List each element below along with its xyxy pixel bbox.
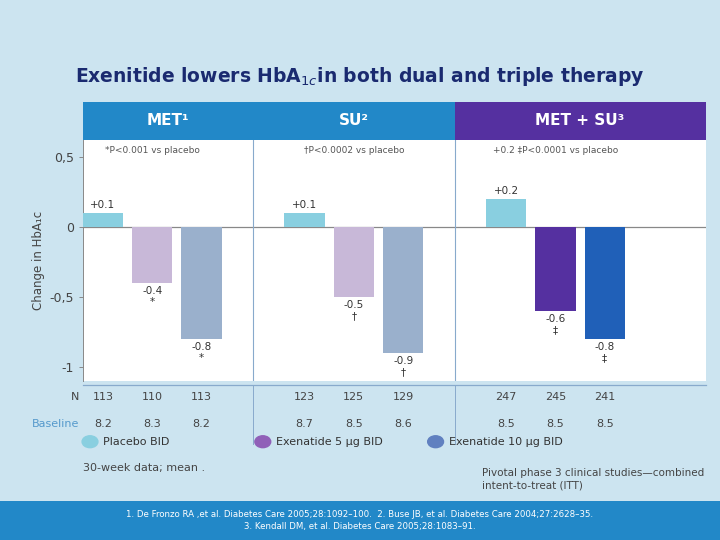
- Text: +0.1: +0.1: [292, 200, 317, 210]
- Bar: [486, 199, 526, 227]
- Text: 113: 113: [191, 392, 212, 402]
- Text: Exenitide lowers HbA$_{1c}$in both dual and triple therapy: Exenitide lowers HbA$_{1c}$in both dual …: [76, 65, 644, 88]
- Text: 247: 247: [495, 392, 517, 402]
- Text: -0.4
*: -0.4 *: [142, 286, 163, 307]
- Bar: [383, 227, 423, 353]
- Text: -0.9
†: -0.9 †: [393, 356, 413, 377]
- Text: -0.5
†: -0.5 †: [343, 300, 364, 321]
- Bar: [333, 227, 374, 297]
- Text: †P<0.0002 vs placebo: †P<0.0002 vs placebo: [304, 146, 404, 155]
- Text: 245: 245: [545, 392, 566, 402]
- Text: Exenatide 10 μg BID: Exenatide 10 μg BID: [449, 437, 562, 447]
- Text: -0.6
‡: -0.6 ‡: [545, 314, 566, 335]
- Text: +0.1: +0.1: [91, 200, 115, 210]
- Text: 8.5: 8.5: [498, 419, 515, 429]
- Text: 110: 110: [142, 392, 163, 402]
- Text: 8.7: 8.7: [296, 419, 313, 429]
- Text: 1. De Fronzo RA ,et al. Diabetes Care 2005;28:1092–100.  2. Buse JB, et al. Diab: 1. De Fronzo RA ,et al. Diabetes Care 20…: [127, 510, 593, 531]
- Text: Baseline: Baseline: [32, 419, 79, 429]
- Text: +0.2: +0.2: [494, 186, 519, 195]
- Text: +0.2 ‡P<0.0001 vs placebo: +0.2 ‡P<0.0001 vs placebo: [493, 146, 618, 155]
- Text: 8.5: 8.5: [596, 419, 613, 429]
- Text: 8.6: 8.6: [395, 419, 412, 429]
- Y-axis label: Change in HbA₁c: Change in HbA₁c: [32, 211, 45, 310]
- Text: MET¹: MET¹: [147, 113, 189, 129]
- Text: 8.2: 8.2: [94, 419, 112, 429]
- Text: 113: 113: [92, 392, 114, 402]
- Bar: [284, 213, 325, 227]
- Text: 8.5: 8.5: [546, 419, 564, 429]
- Bar: [181, 227, 222, 339]
- Bar: [132, 227, 172, 283]
- Text: *P<0.001 vs placebo: *P<0.001 vs placebo: [105, 146, 199, 155]
- Text: 241: 241: [594, 392, 616, 402]
- Text: 8.2: 8.2: [192, 419, 210, 429]
- Text: 125: 125: [343, 392, 364, 402]
- Text: 8.5: 8.5: [345, 419, 363, 429]
- Text: -0.8
*: -0.8 *: [192, 342, 212, 363]
- Text: -0.8
‡: -0.8 ‡: [595, 342, 615, 363]
- Bar: [83, 213, 123, 227]
- Text: N: N: [71, 392, 79, 402]
- Bar: [585, 227, 625, 339]
- Text: 123: 123: [294, 392, 315, 402]
- Text: 8.3: 8.3: [143, 419, 161, 429]
- Text: 30-week data; mean .: 30-week data; mean .: [83, 463, 205, 472]
- Text: 129: 129: [392, 392, 414, 402]
- Text: Pivotal phase 3 clinical studies—combined
intent-to-treat (ITT): Pivotal phase 3 clinical studies—combine…: [482, 468, 705, 491]
- Text: MET + SU³: MET + SU³: [536, 113, 625, 129]
- Text: Placebo BID: Placebo BID: [103, 437, 169, 447]
- Bar: [536, 227, 576, 311]
- Text: Exenatide 5 μg BID: Exenatide 5 μg BID: [276, 437, 382, 447]
- Text: SU²: SU²: [339, 113, 369, 129]
